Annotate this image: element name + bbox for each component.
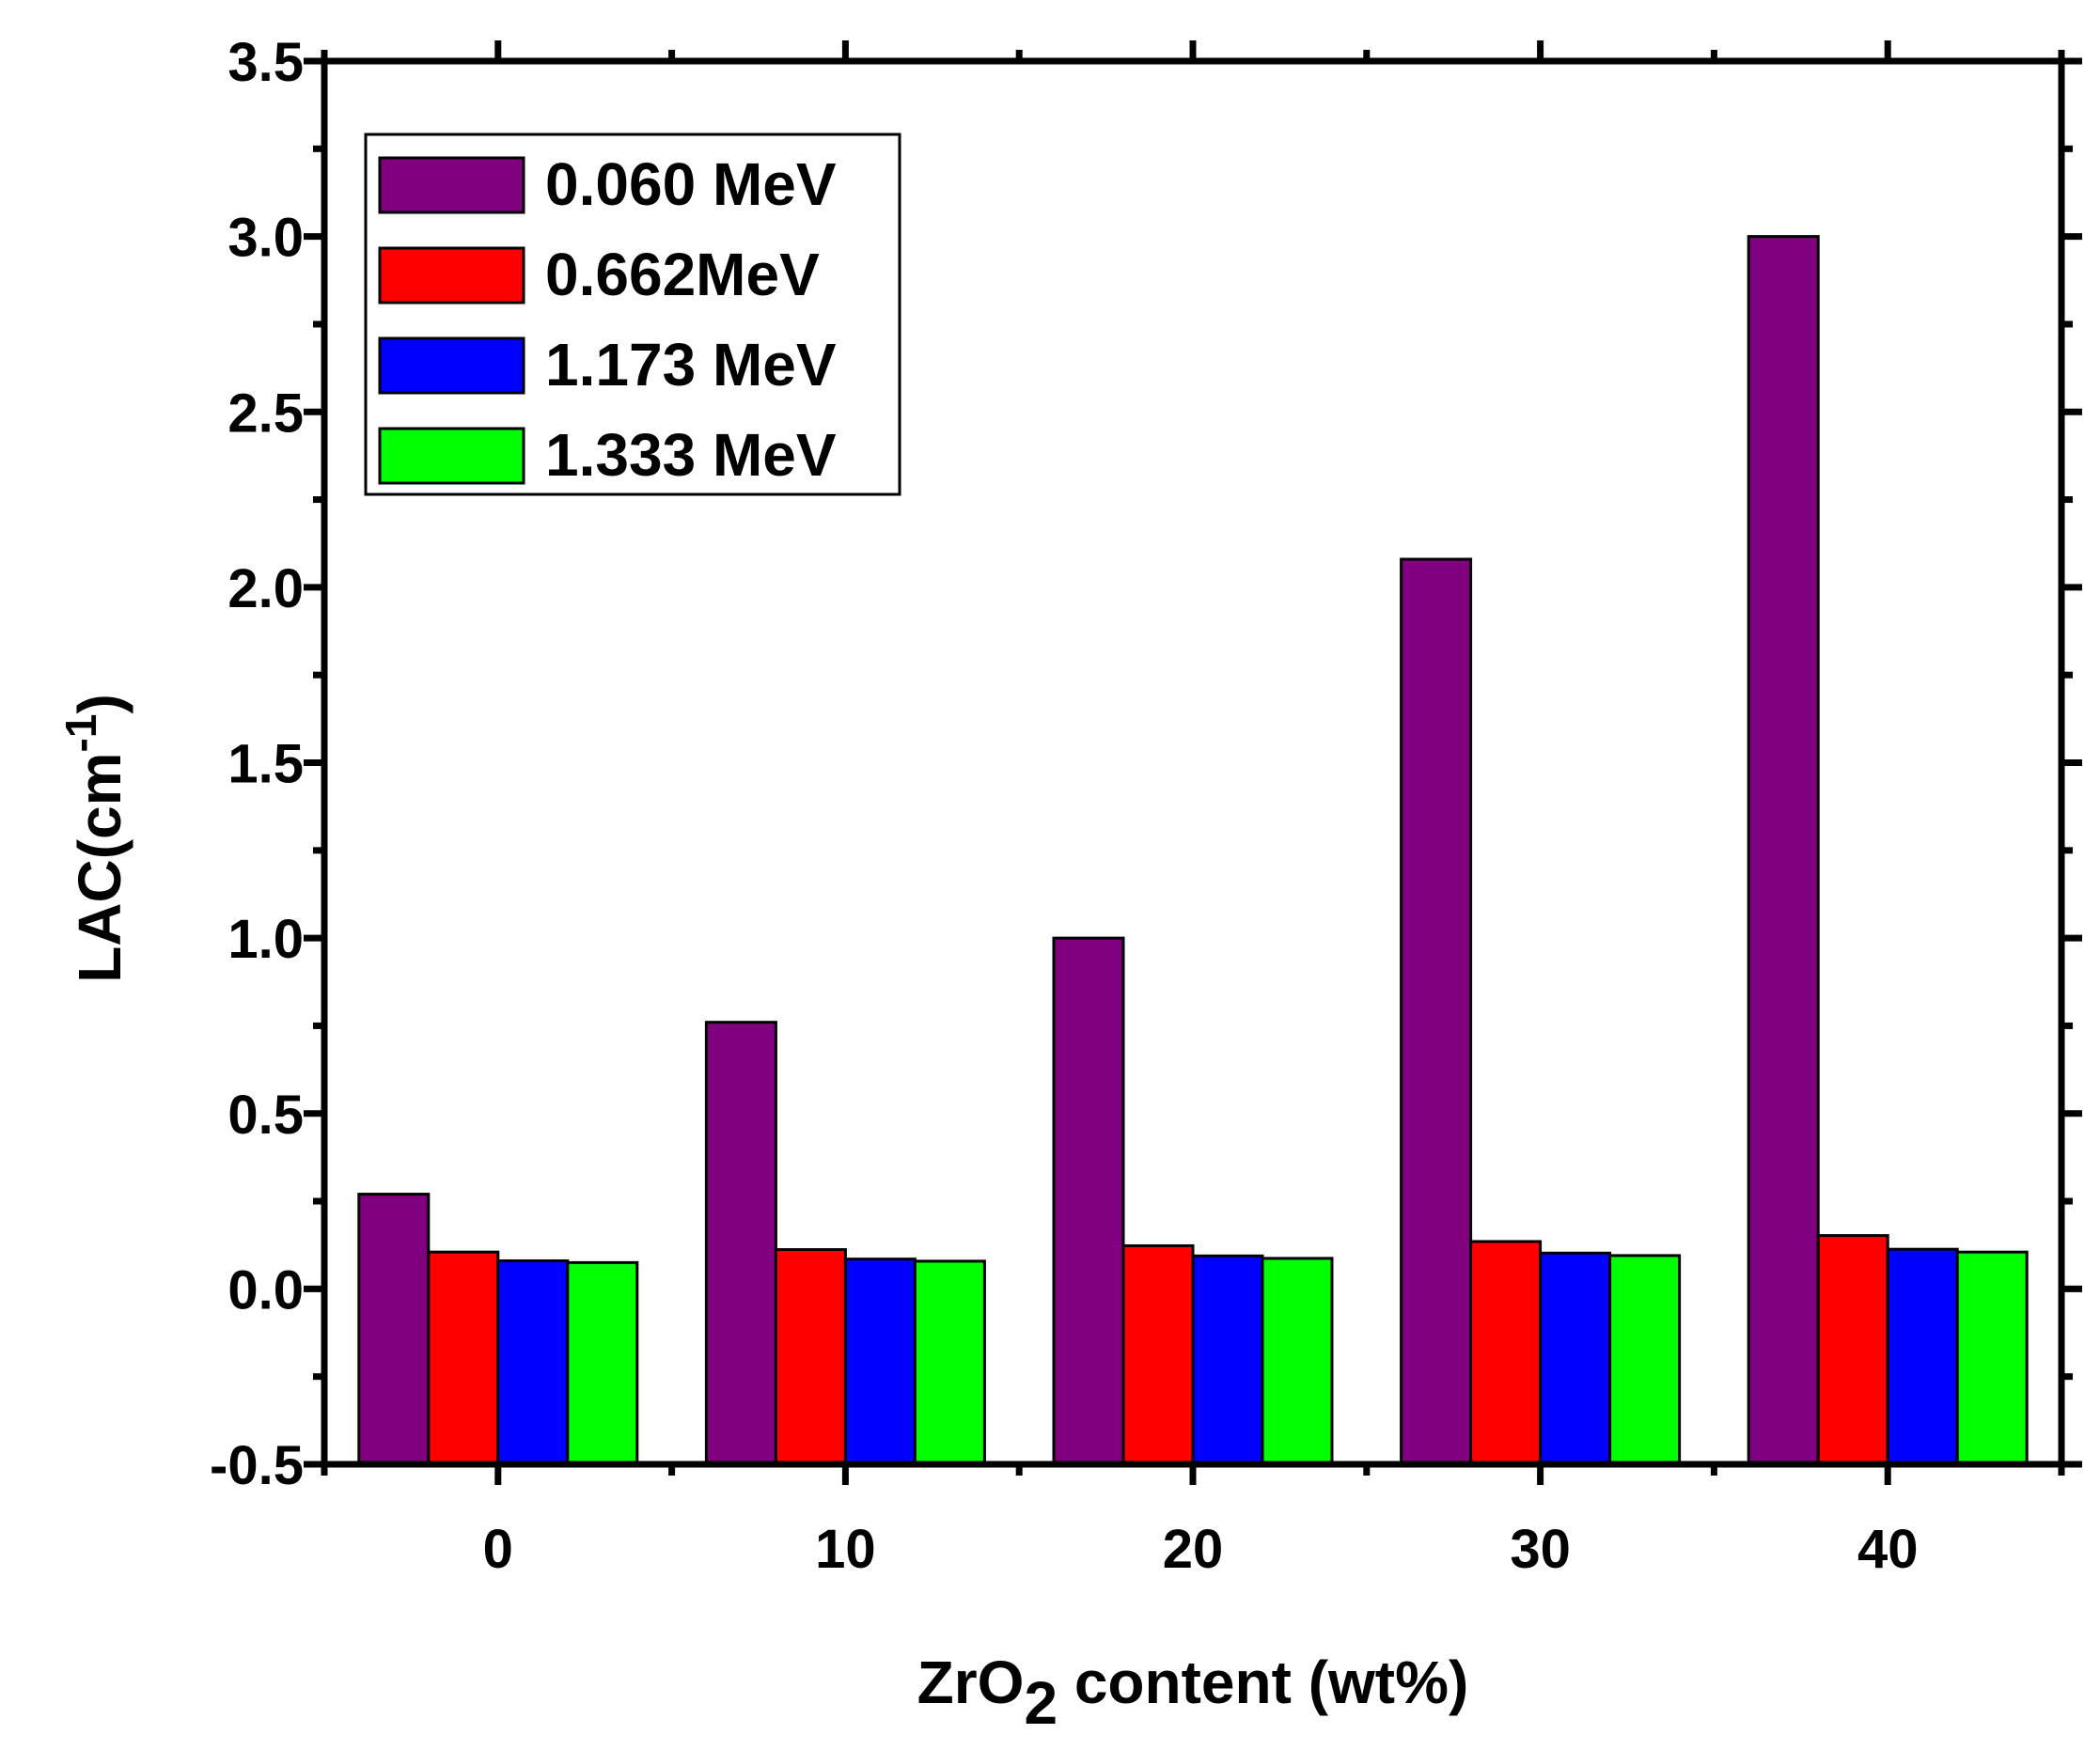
x-axis-title-subscript: 2 <box>1024 1669 1058 1737</box>
bar-1-333-mev-cat-20 <box>1261 1257 1334 1466</box>
y-axis-title-suffix: ) <box>66 694 133 713</box>
bar-0-060-mev-cat-30 <box>1400 557 1473 1466</box>
legend-swatch <box>378 427 525 485</box>
bar-1-173-mev-cat-10 <box>843 1258 917 1466</box>
bar-0-662mev-cat-0 <box>427 1250 500 1466</box>
x-tick-label: 10 <box>815 1519 876 1580</box>
bar-1-173-mev-cat-20 <box>1191 1254 1264 1466</box>
plot-frame <box>321 57 2065 1468</box>
y-tick-label: 0.5 <box>227 1085 304 1146</box>
y-axis-title-superscript: -1 <box>56 714 105 753</box>
bar-0-060-mev-cat-10 <box>704 1021 777 1466</box>
bar-0-060-mev-cat-20 <box>1052 936 1125 1466</box>
y-tick-label: 2.5 <box>227 383 304 444</box>
bar-1-173-mev-cat-0 <box>496 1259 570 1466</box>
x-axis-title: ZrO2 content (wt%) <box>917 1648 1469 1737</box>
x-axis-title-suffix: content (wt%) <box>1058 1648 1468 1716</box>
x-tick-label: 0 <box>483 1519 513 1580</box>
y-tick-label: 0.0 <box>227 1259 304 1320</box>
bar-0-060-mev-cat-40 <box>1747 235 1820 1466</box>
bar-0-060-mev-cat-0 <box>357 1193 431 1466</box>
bar-1-333-mev-cat-30 <box>1608 1254 1682 1466</box>
bar-0-662mev-cat-30 <box>1469 1240 1543 1466</box>
x-tick-label: 40 <box>1857 1519 1919 1580</box>
x-tick-label: 30 <box>1510 1519 1571 1580</box>
bar-1-333-mev-cat-0 <box>566 1260 639 1466</box>
bar-1-173-mev-cat-30 <box>1539 1251 1612 1466</box>
legend-items: 0.060 MeV 0.662MeV 1.173 MeV 1.333 MeV <box>378 150 837 489</box>
legend: 0.060 MeV 0.662MeV 1.173 MeV 1.333 MeV <box>364 133 901 496</box>
y-axis-title-prefix: LAC(cm <box>66 752 133 982</box>
x-tick-labels: 0 10 20 30 40 <box>483 1519 1919 1580</box>
y-tick-label: 2.0 <box>227 558 304 619</box>
bar-0-662mev-cat-10 <box>774 1248 847 1466</box>
y-tick-label: 1.5 <box>227 734 304 795</box>
bar-1-333-mev-cat-10 <box>913 1259 986 1466</box>
y-tick-label: 1.0 <box>227 909 304 970</box>
legend-swatch <box>378 156 525 214</box>
legend-label: 0.662MeV <box>545 241 820 308</box>
bar-0-662mev-cat-40 <box>1816 1234 1889 1466</box>
y-tick-label: 3.0 <box>227 208 304 269</box>
bar-0-662mev-cat-20 <box>1121 1243 1195 1466</box>
y-tick-labels: -0.5 0.0 0.5 1.0 1.5 2.0 2.5 3.0 3.5 <box>210 32 304 1496</box>
y-tick-label: 3.5 <box>227 32 304 93</box>
legend-label: 1.333 MeV <box>545 421 837 489</box>
bar-1-173-mev-cat-40 <box>1886 1247 1959 1466</box>
y-axis-title: LAC(cm-1) <box>56 694 133 983</box>
x-tick-label: 20 <box>1163 1519 1224 1580</box>
bars-group <box>357 235 2029 1466</box>
legend-label: 0.060 MeV <box>545 150 837 218</box>
x-axis-title-prefix: ZrO <box>917 1648 1025 1716</box>
bar-1-333-mev-cat-40 <box>1955 1250 2029 1466</box>
legend-label: 1.173 MeV <box>545 331 837 398</box>
legend-swatch <box>378 336 525 395</box>
legend-swatch <box>378 246 525 305</box>
y-tick-label: -0.5 <box>210 1435 304 1496</box>
